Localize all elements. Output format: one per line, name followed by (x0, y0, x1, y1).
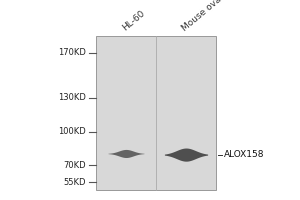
Text: ALOX158: ALOX158 (224, 150, 264, 159)
Text: HL-60: HL-60 (120, 9, 146, 33)
Text: 170KD: 170KD (58, 48, 86, 57)
Text: 70KD: 70KD (63, 161, 86, 170)
Text: Mouse ovary: Mouse ovary (180, 0, 230, 33)
Bar (96, 36, 216, 190)
Text: 55KD: 55KD (63, 178, 86, 187)
Text: 100KD: 100KD (58, 127, 86, 136)
Text: 130KD: 130KD (58, 93, 86, 102)
